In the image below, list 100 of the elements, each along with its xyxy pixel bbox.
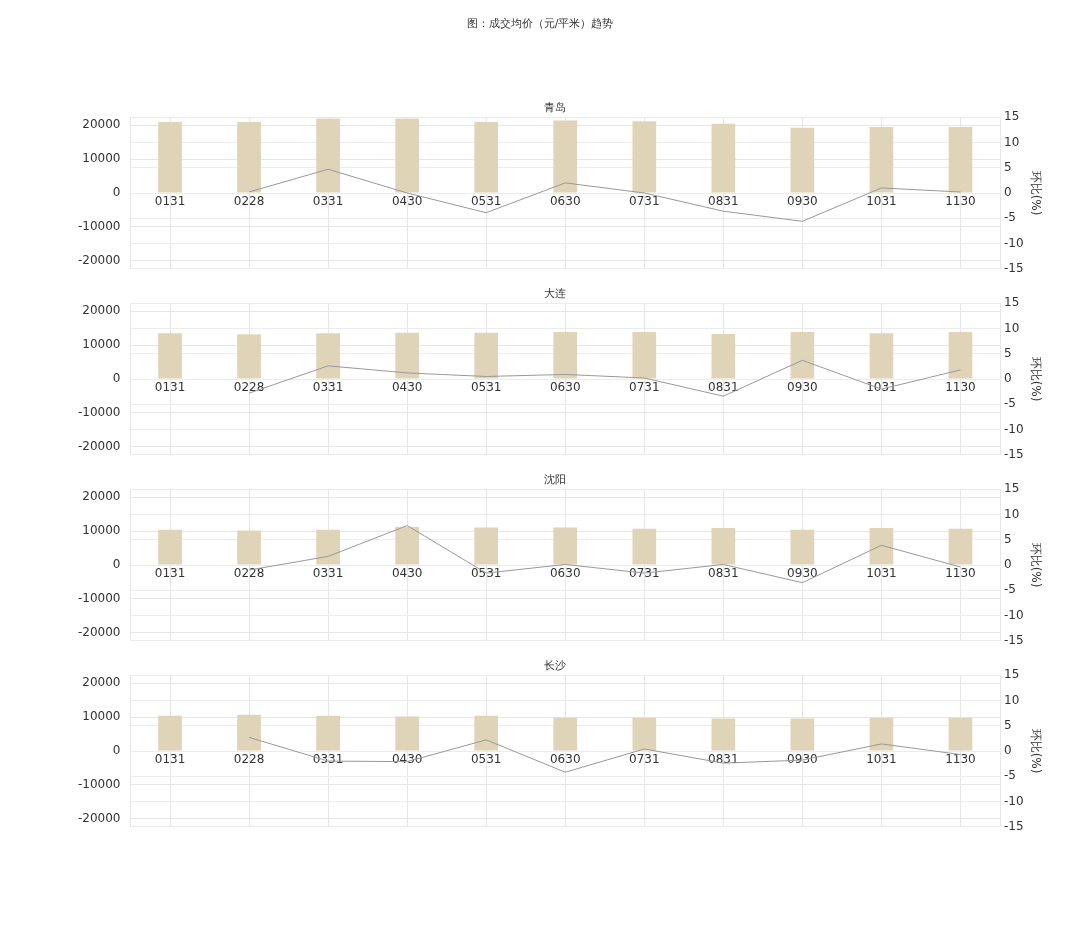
y2-tick-label: 0 — [1004, 185, 1012, 200]
x-tick-label: 0331 — [312, 380, 344, 395]
x-tick-label: 1130 — [945, 566, 976, 581]
x-tick-label: 0630 — [549, 380, 581, 395]
x-tick-label: 0831 — [708, 194, 739, 209]
y-tick-label: -10000 — [77, 404, 121, 419]
x-tick-label: 1031 — [866, 194, 897, 209]
y2-tick-label: -10 — [1004, 793, 1024, 808]
y-tick-label: -20000 — [77, 624, 121, 639]
x-tick-label: 1031 — [866, 752, 897, 767]
x-tick-label: 0630 — [549, 566, 581, 581]
y2-axis-title: 环比(%) — [1028, 542, 1043, 588]
x-tick-label: 0531 — [470, 380, 502, 395]
y2-tick-label: 15 — [1004, 109, 1020, 124]
x-tick-label: 0331 — [312, 752, 344, 767]
y2-tick-label: -10 — [1004, 235, 1024, 250]
x-tick-label: 0430 — [391, 194, 423, 209]
y2-tick-label: 5 — [1004, 345, 1012, 360]
x-tick-label: 0131 — [154, 566, 186, 581]
x-tick-label: 0331 — [312, 194, 344, 209]
x-tick-label: 0930 — [787, 566, 818, 581]
y2-tick-label: 10 — [1004, 692, 1020, 707]
chart-title: 大连 — [544, 287, 566, 301]
y-tick-label: -10000 — [77, 218, 121, 233]
x-tick-label: 0930 — [787, 752, 818, 767]
y2-tick-label: 5 — [1004, 531, 1012, 546]
x-tick-label: 0430 — [391, 752, 423, 767]
y2-tick-label: -15 — [1004, 260, 1024, 275]
x-tick-label: 0831 — [708, 566, 739, 581]
y2-tick-label: -5 — [1004, 396, 1016, 411]
y2-tick-label: -10 — [1004, 607, 1024, 622]
y-tick-label: 10000 — [82, 337, 121, 352]
y2-tick-label: 15 — [1004, 667, 1020, 682]
y2-axis-title: 环比(%) — [1028, 170, 1043, 216]
x-tick-label: 0531 — [470, 752, 502, 767]
x-tick-label: 0531 — [470, 194, 502, 209]
x-tick-label: 0731 — [629, 380, 660, 395]
chart-subtitle: 青岛 — [544, 101, 566, 115]
x-tick-label: 1031 — [866, 380, 897, 395]
x-tick-label: 0430 — [391, 380, 423, 395]
y2-tick-label: -15 — [1004, 632, 1024, 647]
y-tick-label: -20000 — [77, 252, 121, 267]
x-tick-label: 1130 — [945, 752, 976, 767]
x-tick-label: 0930 — [787, 380, 818, 395]
x-tick-label: 0630 — [549, 752, 581, 767]
x-tick-label: 0531 — [470, 566, 502, 581]
x-tick-label: 0630 — [549, 194, 581, 209]
x-tick-label: 0228 — [233, 752, 265, 767]
y2-tick-label: -10 — [1004, 421, 1024, 436]
y2-tick-label: 15 — [1004, 295, 1020, 310]
y-tick-label: 10000 — [82, 709, 121, 724]
x-tick-label: 1031 — [866, 566, 897, 581]
x-tick-label: 0831 — [708, 380, 739, 395]
y-tick-label: 10000 — [82, 151, 121, 166]
y-tick-label: 20000 — [82, 489, 121, 504]
x-tick-label: 0228 — [233, 566, 265, 581]
y2-tick-label: 0 — [1004, 743, 1012, 758]
y2-tick-label: 0 — [1004, 371, 1012, 386]
x-tick-label: 0430 — [391, 566, 423, 581]
y2-axis-title: 环比(%) — [1028, 356, 1043, 402]
x-tick-label: 0731 — [629, 194, 660, 209]
y-tick-label: 10000 — [82, 523, 121, 538]
chart-title: 长沙 — [544, 659, 566, 673]
x-tick-label: 0331 — [312, 566, 344, 581]
y-tick-label: -20000 — [77, 810, 121, 825]
y2-tick-label: 10 — [1004, 134, 1020, 149]
y2-tick-label: 0 — [1004, 557, 1012, 572]
y-tick-label: 0 — [112, 557, 121, 572]
x-tick-label: 0131 — [154, 752, 186, 767]
y2-tick-label: -5 — [1004, 582, 1016, 597]
x-tick-label: 0731 — [629, 566, 660, 581]
y-tick-label: 20000 — [82, 675, 121, 690]
x-tick-label: 1130 — [945, 194, 976, 209]
y2-tick-label: 5 — [1004, 159, 1012, 174]
x-tick-label: 0228 — [233, 380, 265, 395]
y-tick-label: -10000 — [77, 776, 121, 791]
y2-tick-label: 10 — [1004, 320, 1020, 335]
x-tick-label: 0731 — [629, 752, 660, 767]
y-tick-label: -10000 — [77, 590, 121, 605]
y2-tick-label: -15 — [1004, 446, 1024, 461]
y-tick-label: 0 — [112, 743, 121, 758]
x-tick-label: 0131 — [154, 194, 186, 209]
y-tick-label: 0 — [112, 371, 121, 386]
y2-tick-label: -5 — [1004, 210, 1016, 225]
x-tick-label: 0930 — [787, 194, 818, 209]
y2-axis-title: 环比(%) — [1028, 728, 1043, 774]
y2-tick-label: 15 — [1004, 481, 1020, 496]
chart-title: 图：成交均价（元/平米）趋势 — [465, 16, 615, 32]
y2-tick-label: 5 — [1004, 717, 1012, 732]
y2-tick-label: 10 — [1004, 506, 1020, 521]
y2-tick-label: -5 — [1004, 768, 1016, 783]
y-tick-label: 20000 — [82, 303, 121, 318]
x-tick-label: 0131 — [154, 380, 186, 395]
y-tick-label: -20000 — [77, 438, 121, 453]
y2-tick-label: -15 — [1004, 818, 1024, 833]
y-tick-label: 20000 — [82, 117, 121, 132]
y-tick-label: 0 — [112, 185, 121, 200]
x-tick-label: 0831 — [708, 752, 739, 767]
chart-title: 沈阳 — [544, 473, 566, 487]
x-tick-label: 1130 — [945, 380, 976, 395]
